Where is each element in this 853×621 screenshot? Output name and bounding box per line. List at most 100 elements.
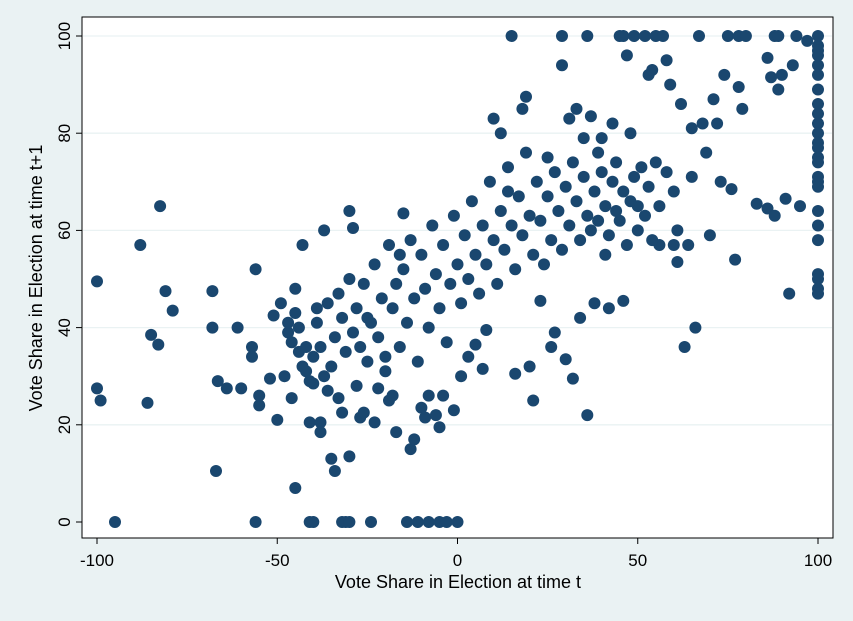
- data-point: [296, 239, 309, 251]
- data-point: [523, 209, 536, 222]
- data-point: [642, 180, 655, 193]
- data-point: [235, 382, 248, 395]
- data-point: [491, 277, 504, 290]
- data-point: [574, 311, 587, 324]
- data-point: [437, 389, 450, 402]
- data-point: [310, 316, 323, 329]
- data-point: [563, 112, 576, 125]
- data-point: [480, 258, 493, 271]
- data-point: [509, 263, 522, 276]
- data-point: [411, 355, 424, 368]
- y-tick-label-60: 60: [55, 221, 74, 240]
- data-point: [602, 229, 615, 242]
- data-point: [465, 195, 478, 208]
- data-point: [786, 59, 799, 72]
- data-point: [455, 297, 468, 310]
- data-point: [462, 273, 475, 285]
- data-point: [447, 209, 460, 222]
- data-point: [401, 316, 413, 329]
- data-point: [365, 316, 377, 329]
- data-point: [606, 175, 619, 188]
- data-point: [328, 465, 341, 477]
- data-point: [347, 326, 359, 339]
- data-point: [332, 392, 345, 405]
- data-point: [357, 277, 370, 290]
- data-point: [94, 394, 107, 407]
- data-point: [419, 411, 432, 424]
- data-point: [285, 392, 298, 405]
- data-point: [494, 205, 507, 217]
- data-point: [775, 68, 788, 81]
- data-point: [433, 302, 446, 315]
- data-point: [166, 304, 179, 317]
- data-point: [303, 416, 316, 429]
- data-point: [451, 258, 464, 271]
- x-tick-label-0: 0: [453, 551, 462, 570]
- data-point: [253, 399, 266, 412]
- y-tick-label-0: 0: [55, 517, 74, 526]
- data-point: [444, 277, 457, 290]
- data-point: [512, 190, 525, 203]
- data-point: [812, 156, 824, 169]
- data-point: [318, 224, 331, 237]
- data-point: [379, 365, 392, 378]
- data-point: [660, 166, 673, 179]
- data-point: [812, 205, 824, 217]
- data-point: [812, 180, 824, 193]
- x-axis-title: Vote Share in Election at time t: [335, 572, 581, 592]
- data-point: [570, 102, 583, 115]
- data-point: [689, 321, 702, 334]
- data-point: [610, 205, 623, 217]
- data-point: [473, 287, 486, 300]
- data-point: [566, 156, 579, 169]
- data-point: [812, 83, 824, 96]
- data-point: [447, 404, 460, 417]
- data-point: [91, 382, 103, 395]
- data-point: [325, 360, 338, 373]
- data-point: [368, 258, 381, 271]
- data-point: [574, 234, 587, 247]
- data-point: [675, 98, 687, 110]
- data-point: [750, 197, 763, 210]
- y-tick-label-40: 40: [55, 318, 74, 337]
- data-point: [620, 49, 633, 62]
- data-point: [469, 248, 482, 261]
- data-point: [646, 64, 659, 76]
- data-point: [505, 219, 518, 232]
- data-point: [696, 117, 709, 130]
- data-point: [664, 78, 677, 91]
- data-point: [617, 185, 630, 198]
- data-point: [707, 93, 720, 106]
- data-point: [794, 200, 806, 213]
- data-point: [545, 234, 558, 247]
- data-point: [159, 285, 172, 298]
- data-point: [415, 248, 428, 261]
- data-point: [736, 102, 749, 115]
- data-point: [397, 207, 410, 220]
- data-point: [556, 59, 568, 72]
- data-point: [812, 68, 824, 81]
- data-point: [397, 263, 410, 276]
- data-point: [685, 122, 698, 135]
- data-point: [620, 239, 633, 251]
- data-point: [483, 175, 496, 188]
- data-point: [350, 302, 363, 315]
- data-point: [303, 375, 316, 388]
- data-point: [437, 239, 450, 251]
- data-point: [440, 336, 453, 349]
- data-point: [433, 421, 446, 434]
- data-point: [296, 360, 309, 373]
- data-point: [790, 30, 803, 42]
- data-point: [768, 209, 781, 222]
- data-point: [476, 219, 489, 232]
- data-point: [635, 161, 648, 174]
- data-point: [541, 190, 554, 203]
- data-point: [599, 248, 612, 261]
- data-point: [534, 214, 547, 227]
- data-point: [779, 192, 792, 205]
- data-point: [563, 219, 576, 232]
- data-point: [729, 253, 742, 266]
- data-point: [812, 98, 824, 110]
- data-point: [502, 185, 514, 198]
- data-point: [249, 516, 262, 528]
